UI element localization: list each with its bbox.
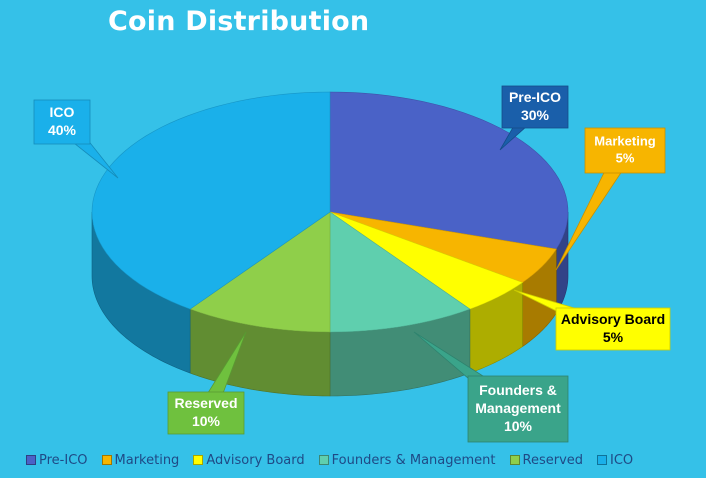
chart-title: Coin Distribution <box>108 6 370 37</box>
legend-label: Marketing <box>114 452 180 468</box>
callout-percent: 5% <box>616 151 635 166</box>
callout-box <box>467 375 569 443</box>
pie-slice-advisory-board <box>329 211 524 310</box>
legend-item-founders-and-management: Founders & Management <box>318 452 496 468</box>
legend-label: Founders & Management <box>331 452 496 468</box>
pie-slice-reserved <box>189 211 331 333</box>
legend-item-marketing: Marketing <box>101 452 180 468</box>
legend-swatch <box>509 455 520 465</box>
callout-box <box>555 307 671 351</box>
callout-percent: 10% <box>192 413 221 429</box>
legend-item-advisory-board: Advisory Board <box>193 452 305 468</box>
callout-label: ICO <box>50 104 75 120</box>
callout-label: Reserved <box>174 395 237 411</box>
callout-label: Founders & <box>479 382 557 398</box>
callout-label: Management <box>475 400 561 416</box>
callout-ico: ICO 40% <box>33 99 119 179</box>
callout-reserved: Reserved 10% <box>167 331 247 435</box>
callout-label: Advisory Board <box>561 311 665 327</box>
legend-swatch <box>26 455 36 465</box>
callout-marketing: Marketing 5% <box>555 127 666 271</box>
legend-label: Reserved <box>522 452 584 468</box>
callout-founders-and-management: Founders & Management 10% <box>413 331 569 443</box>
legend-label: Pre-ICO <box>39 452 88 468</box>
callout-label: Pre-ICO <box>509 89 561 105</box>
legend-swatch <box>597 455 608 465</box>
pie-slice-marketing <box>329 211 557 283</box>
legend-item-reserved: Reserved <box>509 452 584 468</box>
pie-slice-ico <box>91 91 331 310</box>
callout-advisory-board: Advisory Board 5% <box>513 289 671 351</box>
legend-item-ico: ICO <box>597 453 633 468</box>
legend-label: ICO <box>610 452 634 468</box>
callout-box <box>501 85 569 129</box>
pie-slice-pre-ico <box>329 91 569 250</box>
callout-box <box>167 391 245 435</box>
legend-label: Advisory Board <box>206 452 305 468</box>
callout-percent: 40% <box>48 122 77 138</box>
pie-slices <box>91 91 569 333</box>
callout-percent: 5% <box>603 329 624 345</box>
legend-swatch <box>318 455 329 465</box>
pie-callouts: Pre-ICO 30% Marketing 5% Advisory Board 5% Fou… <box>33 85 671 443</box>
legend-swatch <box>101 455 112 465</box>
legend: Pre-ICO Marketing Advisory Board Founders &… <box>26 452 633 468</box>
callout-box <box>584 127 666 174</box>
legend-swatch <box>193 455 204 465</box>
callout-box <box>33 99 91 145</box>
callout-pre-ico: Pre-ICO 30% <box>499 85 569 151</box>
legend-item-pre-ico: Pre-ICO <box>26 453 88 468</box>
callout-percent: 30% <box>521 107 550 123</box>
callout-percent: 10% <box>504 418 533 434</box>
callout-label: Marketing <box>594 134 655 149</box>
pie-slice-founders-and-management <box>329 211 471 333</box>
